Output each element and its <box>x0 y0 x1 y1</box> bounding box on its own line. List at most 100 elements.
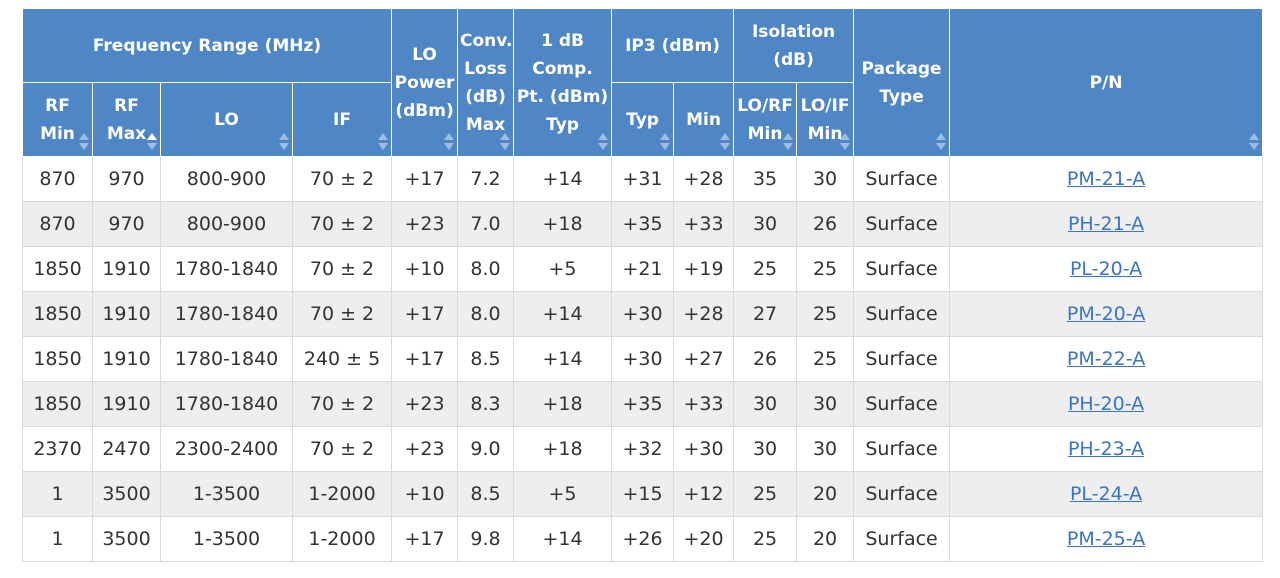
cell-ip3-min: +33 <box>673 201 735 247</box>
cell-conv-loss: 9.8 <box>457 516 515 562</box>
cell-package: Surface <box>853 201 951 247</box>
header-package-type[interactable]: Package Type <box>853 8 951 157</box>
cell-comp-pt: +18 <box>513 381 613 427</box>
cell-rf-max: 1910 <box>92 291 161 337</box>
cell-ip3-typ: +26 <box>611 516 675 562</box>
cell-pn: PM-25-A <box>949 516 1264 562</box>
cell-pn: PL-24-A <box>949 471 1264 517</box>
mixer-table-container: Frequency Range (MHz) LO Power (dBm) Con… <box>21 8 1264 562</box>
header-lo[interactable]: LO <box>160 82 293 157</box>
cell-if: 240 ± 5 <box>291 336 393 382</box>
header-rf-max[interactable]: RF Max <box>92 82 161 157</box>
header-ip3-min[interactable]: Min <box>673 82 735 157</box>
table-row: 1 3500 1-3500 1-2000 +10 8.5 +5 +15 +12 … <box>22 471 1264 517</box>
cell-lo: 800-900 <box>160 156 293 202</box>
table-row: 870 970 800-900 70 ± 2 +23 7.0 +18 +35 +… <box>22 201 1264 247</box>
part-number-link[interactable]: PL-24-A <box>1069 483 1143 505</box>
cell-rf-min: 2370 <box>22 426 93 472</box>
cell-ip3-typ: +30 <box>611 291 675 337</box>
table-row: 1 3500 1-3500 1-2000 +17 9.8 +14 +26 +20… <box>22 516 1264 562</box>
cell-lo: 1-3500 <box>160 516 293 562</box>
header-lo-if-min[interactable]: LO/IF Min <box>796 82 855 157</box>
header-comp-pt[interactable]: 1 dB Comp. Pt. (dBm) Typ <box>513 8 613 157</box>
cell-lo-if-min: 30 <box>796 381 855 427</box>
cell-lo: 1780-1840 <box>160 336 293 382</box>
sort-arrows-icon <box>279 132 289 152</box>
cell-ip3-min: +20 <box>673 516 735 562</box>
part-number-link[interactable]: PM-20-A <box>1066 303 1146 325</box>
cell-conv-loss: 7.0 <box>457 201 515 247</box>
cell-package: Surface <box>853 336 951 382</box>
cell-lo-if-min: 30 <box>796 426 855 472</box>
part-number-link[interactable]: PM-21-A <box>1066 168 1146 190</box>
cell-rf-min: 1850 <box>22 381 93 427</box>
cell-ip3-min: +28 <box>673 156 735 202</box>
cell-lo-if-min: 25 <box>796 336 855 382</box>
cell-comp-pt: +14 <box>513 516 613 562</box>
cell-ip3-min: +30 <box>673 426 735 472</box>
cell-lo-power: +17 <box>391 336 459 382</box>
cell-lo-rf-min: 25 <box>733 516 798 562</box>
cell-ip3-typ: +31 <box>611 156 675 202</box>
cell-rf-max: 970 <box>92 156 161 202</box>
cell-lo-rf-min: 25 <box>733 471 798 517</box>
header-pn[interactable]: P/N <box>949 8 1264 157</box>
cell-lo-power: +17 <box>391 291 459 337</box>
cell-package: Surface <box>853 471 951 517</box>
part-number-link[interactable]: PH-21-A <box>1067 213 1145 235</box>
cell-lo-if-min: 20 <box>796 471 855 517</box>
part-number-link[interactable]: PL-20-A <box>1069 258 1143 280</box>
table-header: Frequency Range (MHz) LO Power (dBm) Con… <box>21 8 1264 157</box>
cell-ip3-typ: +35 <box>611 201 675 247</box>
sort-arrows-icon <box>500 132 511 152</box>
cell-lo-power: +17 <box>391 516 459 562</box>
cell-lo-power: +23 <box>391 381 459 427</box>
cell-conv-loss: 8.5 <box>457 471 515 517</box>
header-lo-rf-min[interactable]: LO/RF Min <box>733 82 798 157</box>
cell-rf-min: 870 <box>22 201 93 247</box>
cell-rf-min: 1850 <box>22 336 93 382</box>
table-row: 1850 1910 1780-1840 70 ± 2 +23 8.3 +18 +… <box>22 381 1264 427</box>
sort-arrows-icon <box>444 132 455 152</box>
mixer-spec-table: Frequency Range (MHz) LO Power (dBm) Con… <box>21 8 1264 562</box>
part-number-link[interactable]: PH-23-A <box>1067 438 1145 460</box>
cell-lo-rf-min: 35 <box>733 156 798 202</box>
cell-rf-max: 970 <box>92 201 161 247</box>
sort-arrows-icon <box>840 132 851 152</box>
header-isolation: Isolation (dB) <box>733 8 855 83</box>
header-if[interactable]: IF <box>291 82 393 157</box>
table-row: 1850 1910 1780-1840 70 ± 2 +17 8.0 +14 +… <box>22 291 1264 337</box>
cell-lo-power: +23 <box>391 426 459 472</box>
cell-lo-power: +17 <box>391 156 459 202</box>
cell-ip3-typ: +15 <box>611 471 675 517</box>
cell-package: Surface <box>853 156 951 202</box>
cell-package: Surface <box>853 291 951 337</box>
cell-conv-loss: 7.2 <box>457 156 515 202</box>
cell-conv-loss: 8.0 <box>457 291 515 337</box>
cell-rf-max: 3500 <box>92 516 161 562</box>
table-row: 1850 1910 1780-1840 240 ± 5 +17 8.5 +14 … <box>22 336 1264 382</box>
cell-ip3-typ: +21 <box>611 246 675 292</box>
header-conv-loss[interactable]: Conv. Loss (dB) Max <box>457 8 515 157</box>
cell-rf-min: 870 <box>22 156 93 202</box>
cell-rf-max: 1910 <box>92 336 161 382</box>
part-number-link[interactable]: PH-20-A <box>1067 393 1145 415</box>
header-lo-power[interactable]: LO Power (dBm) <box>391 8 459 157</box>
cell-lo: 1-3500 <box>160 471 293 517</box>
cell-ip3-min: +27 <box>673 336 735 382</box>
part-number-link[interactable]: PM-25-A <box>1066 528 1146 550</box>
cell-comp-pt: +14 <box>513 156 613 202</box>
cell-conv-loss: 8.3 <box>457 381 515 427</box>
header-ip3-typ[interactable]: Typ <box>611 82 675 157</box>
cell-lo-rf-min: 26 <box>733 336 798 382</box>
cell-if: 1-2000 <box>291 471 393 517</box>
header-rf-min[interactable]: RF Min <box>22 82 93 157</box>
cell-rf-min: 1850 <box>22 291 93 337</box>
cell-ip3-min: +33 <box>673 381 735 427</box>
cell-comp-pt: +18 <box>513 201 613 247</box>
header-frequency-range: Frequency Range (MHz) <box>21 8 393 83</box>
part-number-link[interactable]: PM-22-A <box>1066 348 1146 370</box>
cell-comp-pt: +5 <box>513 246 613 292</box>
cell-if: 70 ± 2 <box>291 201 393 247</box>
cell-lo-rf-min: 27 <box>733 291 798 337</box>
